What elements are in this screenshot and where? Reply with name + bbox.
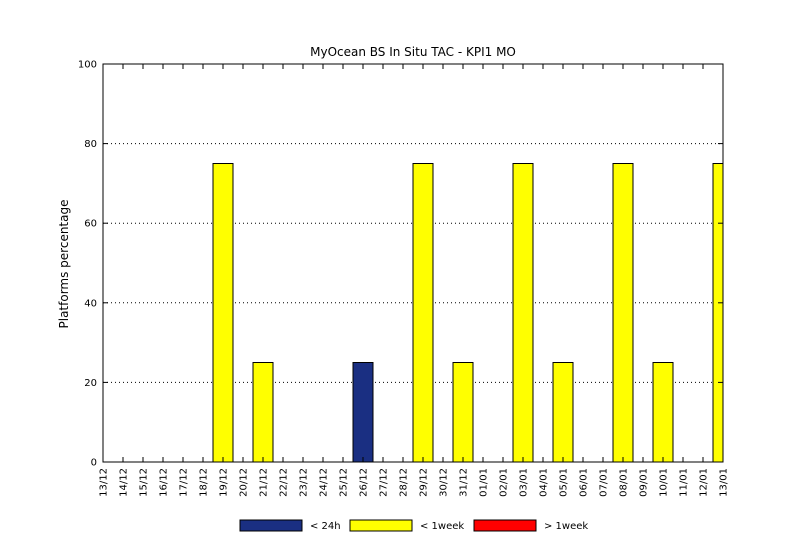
bar [612,163,634,462]
x-tick-label: 07/01 [599,468,610,497]
x-tick-label: 06/01 [579,468,590,497]
bar [352,362,374,462]
x-tick-label: 31/12 [459,468,470,497]
legend-label: < 1week [420,521,464,532]
x-tick-label: 13/01 [719,468,730,497]
x-tick-label: 08/01 [619,468,630,497]
legend-swatch [473,519,537,532]
x-tick-label: 30/12 [439,468,450,497]
x-tick-label: 19/12 [219,468,230,497]
x-tick-label: 18/12 [199,468,210,497]
bars [212,163,723,462]
y-tick-label: 80 [84,139,97,150]
x-tick-label: 15/12 [139,468,150,497]
chart-title: MyOcean BS In Situ TAC - KPI1 MO [310,45,516,59]
x-tick-label: 26/12 [359,468,370,497]
x-axis-ticks: 13/12 14/12 15/12 16/12 17/12 18/12 19/12 20/12… [99,64,730,497]
x-tick-label: 05/01 [559,468,570,497]
y-tick-label: 40 [84,298,97,309]
y-axis-label: Platforms percentage [57,200,71,329]
bar [452,362,474,462]
x-tick-label: 24/12 [319,468,330,497]
x-tick-label: 13/12 [99,468,110,497]
bar [712,163,723,462]
x-tick-label: 16/12 [159,468,170,497]
bar [652,362,674,462]
bar [212,163,234,462]
x-tick-label: 12/01 [699,468,710,497]
x-tick-label: 27/12 [379,468,390,497]
y-tick-label: 20 [84,378,97,389]
x-tick-label: 11/01 [679,468,690,497]
y-tick-label: 0 [91,458,97,469]
x-tick-label: 20/12 [239,468,250,497]
y-tick-label: 60 [84,219,97,230]
x-tick-label: 02/01 [499,468,510,497]
y-axis-ticks: 0 20 40 60 80 100 [78,60,723,469]
x-tick-label: 25/12 [339,468,350,497]
bar [552,362,574,462]
bar [512,163,534,462]
y-tick-label: 100 [78,60,97,71]
x-tick-label: 17/12 [179,468,190,497]
x-tick-label: 10/01 [659,468,670,497]
legend-swatch [349,519,413,532]
plot-frame [102,63,724,463]
legend: < 24h < 1week > 1week [239,519,588,532]
legend-swatch [239,519,303,532]
x-tick-label: 28/12 [399,468,410,497]
x-tick-label: 01/01 [479,468,490,497]
x-tick-label: 29/12 [419,468,430,497]
legend-label: < 24h [310,521,341,532]
x-tick-label: 04/01 [539,468,550,497]
bar [252,362,274,462]
x-tick-label: 09/01 [639,468,650,497]
x-tick-label: 23/12 [299,468,310,497]
x-tick-label: 22/12 [279,468,290,497]
x-tick-label: 14/12 [119,468,130,497]
legend-label: > 1week [544,521,588,532]
x-tick-label: 21/12 [259,468,270,497]
x-tick-label: 03/01 [519,468,530,497]
bar [412,163,434,462]
